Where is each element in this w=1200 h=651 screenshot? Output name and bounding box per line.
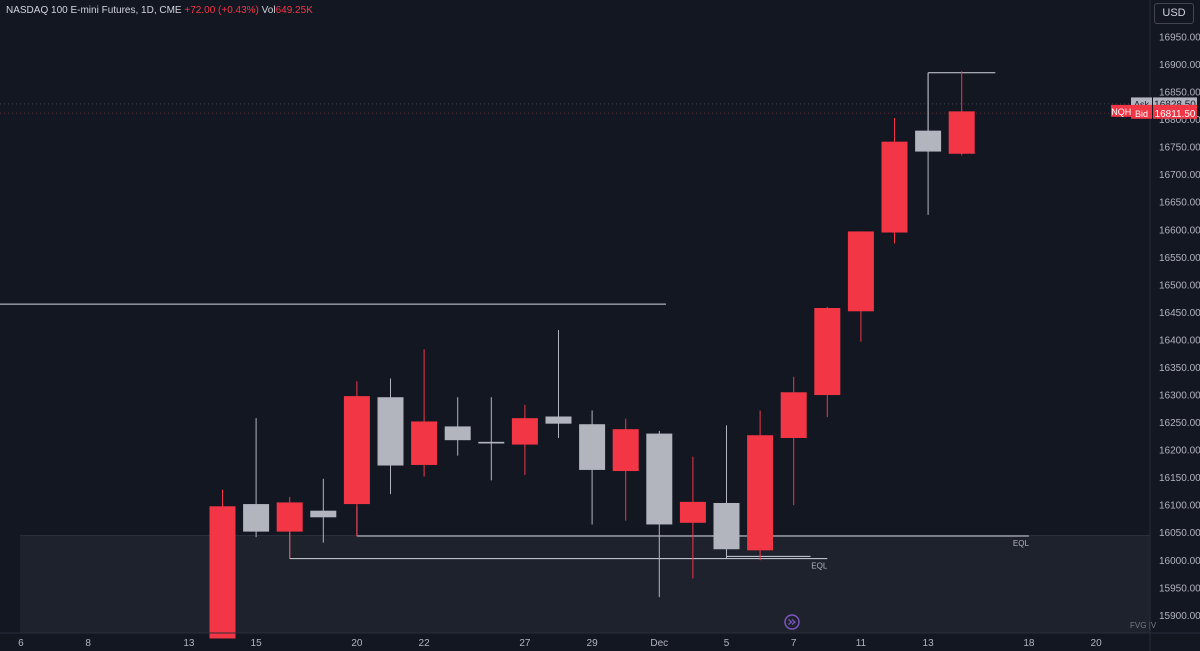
y-tick-label: 16900.00 bbox=[1159, 60, 1200, 71]
y-tick-label: 16950.00 bbox=[1159, 33, 1200, 44]
chart-header: NASDAQ 100 E-mini Futures, 1D, CME +72.0… bbox=[6, 4, 313, 18]
x-tick-label: 13 bbox=[183, 638, 195, 649]
x-tick-label: 22 bbox=[419, 638, 431, 649]
candle-body[interactable] bbox=[243, 504, 270, 532]
x-tick-label: 5 bbox=[724, 638, 730, 649]
candle-body[interactable] bbox=[444, 426, 471, 441]
candle-body[interactable] bbox=[646, 433, 673, 525]
x-tick-label: 8 bbox=[85, 638, 91, 649]
x-tick-label: 27 bbox=[519, 638, 531, 649]
quote-value-bg bbox=[1153, 106, 1197, 119]
candle-body[interactable] bbox=[612, 429, 639, 472]
volume-label: Vol bbox=[261, 5, 276, 16]
candle-body[interactable] bbox=[209, 506, 236, 639]
candle-body[interactable] bbox=[276, 502, 303, 532]
scroll-to-realtime-icon[interactable] bbox=[784, 614, 800, 630]
fvg-zone-label: FVG [V bbox=[1130, 621, 1157, 630]
eql-label: EQL bbox=[811, 562, 828, 571]
eql-label: EQL bbox=[1013, 539, 1030, 548]
y-tick-label: 16600.00 bbox=[1159, 225, 1200, 236]
fvg-zone bbox=[20, 535, 1150, 633]
y-tick-label: 16250.00 bbox=[1159, 418, 1200, 429]
price-change: +72.00 (+0.43%) bbox=[184, 5, 259, 16]
x-tick-label: 11 bbox=[856, 638, 867, 649]
scroll-arrows-glyph bbox=[788, 619, 796, 625]
candle-body[interactable] bbox=[814, 307, 841, 396]
candle-body[interactable] bbox=[377, 397, 404, 466]
x-tick-label: 6 bbox=[18, 638, 24, 649]
candle-body[interactable] bbox=[747, 435, 774, 551]
x-tick-label: 18 bbox=[1023, 638, 1035, 649]
x-tick-label: 20 bbox=[1091, 638, 1103, 649]
quote-tag: Bid bbox=[1135, 109, 1148, 119]
y-tick-label: 16700.00 bbox=[1159, 170, 1200, 181]
quote-tag-bg bbox=[1131, 106, 1152, 119]
x-tick-label: 15 bbox=[251, 638, 263, 649]
y-tick-label: 16850.00 bbox=[1159, 88, 1200, 99]
candle-body[interactable] bbox=[881, 141, 908, 233]
quote-value: 16811.50 bbox=[1155, 109, 1196, 120]
candle-body[interactable] bbox=[579, 424, 606, 470]
candle-body[interactable] bbox=[948, 111, 975, 154]
y-tick-label: 16350.00 bbox=[1159, 363, 1200, 374]
volume-value: 649.25K bbox=[275, 5, 313, 16]
y-tick-label: 16100.00 bbox=[1159, 501, 1200, 512]
x-tick-label: 7 bbox=[791, 638, 797, 649]
candle-body[interactable] bbox=[343, 396, 370, 505]
y-tick-label: 16550.00 bbox=[1159, 253, 1200, 264]
y-tick-label: 16000.00 bbox=[1159, 556, 1200, 567]
x-tick-label: 13 bbox=[923, 638, 935, 649]
candle-body[interactable] bbox=[310, 510, 337, 518]
y-tick-label: 16050.00 bbox=[1159, 528, 1200, 539]
candle-body[interactable] bbox=[545, 416, 572, 424]
candle-body[interactable] bbox=[847, 231, 874, 312]
candle-body[interactable] bbox=[679, 501, 706, 523]
symbol-title[interactable]: NASDAQ 100 E-mini Futures, 1D, CME bbox=[6, 5, 182, 16]
candle-body[interactable] bbox=[411, 421, 438, 465]
y-tick-label: 16800.00 bbox=[1159, 115, 1200, 126]
y-tick-label: 16400.00 bbox=[1159, 335, 1200, 346]
x-tick-label: 29 bbox=[587, 638, 599, 649]
y-tick-label: 16200.00 bbox=[1159, 446, 1200, 457]
currency-button[interactable]: USD bbox=[1154, 3, 1194, 24]
y-tick-label: 16300.00 bbox=[1159, 391, 1200, 402]
y-tick-label: 15950.00 bbox=[1159, 583, 1200, 594]
quote-tag: Ask bbox=[1134, 99, 1150, 109]
candle-body[interactable] bbox=[511, 418, 538, 445]
x-tick-label: 20 bbox=[351, 638, 363, 649]
candle-body[interactable] bbox=[478, 441, 505, 444]
candle-body[interactable] bbox=[713, 502, 740, 550]
y-tick-label: 16750.00 bbox=[1159, 143, 1200, 154]
y-tick-label: 15900.00 bbox=[1159, 611, 1200, 622]
candle-body[interactable] bbox=[915, 130, 942, 152]
y-tick-label: 16500.00 bbox=[1159, 280, 1200, 291]
candle-body[interactable] bbox=[780, 392, 807, 438]
y-tick-label: 16450.00 bbox=[1159, 308, 1200, 319]
x-tick-label: Dec bbox=[650, 638, 668, 649]
y-tick-label: 16650.00 bbox=[1159, 198, 1200, 209]
y-tick-label: 16150.00 bbox=[1159, 473, 1200, 484]
